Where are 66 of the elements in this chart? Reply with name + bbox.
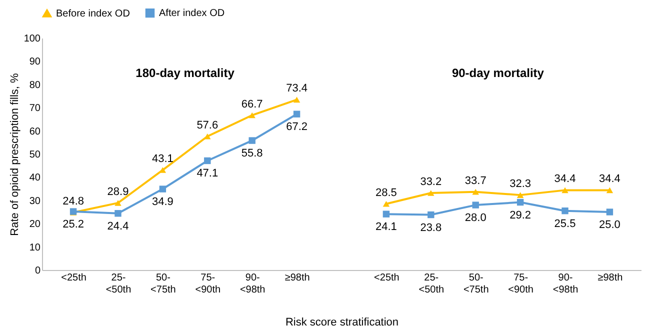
x-axis-title: Risk score stratification	[285, 316, 399, 328]
x-tick-label: <25th	[61, 272, 86, 284]
data-label: 28.9	[107, 186, 129, 198]
data-label: 33.2	[420, 176, 442, 188]
data-label: 43.1	[152, 153, 174, 166]
data-label: 23.8	[420, 222, 442, 234]
point	[428, 211, 434, 218]
annotation: 180-day mortality	[136, 66, 235, 80]
x-tick-label: 25-<50th	[418, 272, 444, 296]
data-label: 66.7	[241, 98, 263, 110]
point	[606, 208, 614, 216]
y-tick-label: 90	[29, 56, 41, 68]
y-tick-label: 100	[24, 34, 41, 44]
y-axis-title: Rate of opioid prescription fills, %	[8, 72, 21, 236]
point	[248, 137, 256, 144]
x-tick-label: 50-<75th	[463, 272, 489, 296]
y-tick-label: 30	[29, 196, 41, 207]
data-label: 25.5	[554, 218, 576, 230]
legend-label: After index OD	[159, 8, 225, 20]
point	[382, 210, 390, 218]
point	[562, 207, 568, 214]
x-tick-label: 50-<75th	[150, 272, 176, 296]
point	[293, 110, 300, 118]
x-tick-label: 90-<98th	[240, 272, 266, 296]
y-tick-label: 80	[29, 80, 41, 91]
x-tick-label: ≥98th	[598, 272, 623, 284]
legend-label: Before index OD	[56, 8, 130, 20]
point	[159, 186, 166, 192]
x-tick-label: <25th	[374, 272, 400, 284]
point	[204, 157, 211, 164]
point	[248, 112, 256, 118]
y-tick-label: 70	[29, 103, 41, 114]
data-label: 47.1	[196, 168, 218, 180]
data-label: 28.5	[375, 186, 397, 199]
data-label: 32.3	[510, 178, 532, 190]
data-label: 34.4	[554, 173, 576, 186]
x-tick-label: 25-<50th	[106, 272, 132, 296]
data-label: 57.6	[196, 119, 218, 132]
data-label: 73.4	[286, 82, 308, 95]
data-label: 33.7	[464, 174, 486, 187]
data-label: 24.4	[107, 220, 129, 232]
x-tick-label: ≥98th	[284, 272, 310, 284]
y-tick-label: 20	[29, 219, 41, 230]
point	[204, 133, 211, 140]
point	[114, 200, 122, 206]
data-label: 25.0	[599, 219, 620, 231]
data-label: 29.2	[510, 209, 532, 222]
data-label: 25.2	[62, 218, 84, 231]
data-label: 67.2	[286, 121, 308, 134]
annotation: 90-day mortality	[452, 66, 544, 80]
point	[114, 210, 122, 217]
data-label: 24.8	[62, 195, 84, 208]
data-label: 24.1	[375, 221, 397, 234]
x-tick-label: 75-<90th	[195, 272, 221, 296]
data-label: 28.0	[464, 212, 486, 224]
y-tick-label: 10	[29, 242, 41, 254]
x-tick-label: 75-<90th	[508, 272, 534, 296]
point	[293, 96, 300, 103]
x-tick-label: 90-<98th	[552, 272, 578, 296]
y-tick-label: 40	[29, 172, 41, 184]
data-label: 55.8	[241, 148, 263, 160]
y-tick-label: 50	[29, 150, 41, 160]
data-label: 34.4	[599, 173, 620, 186]
y-tick-label: 60	[29, 126, 41, 138]
y-tick-label: 0	[34, 266, 41, 276]
data-label: 34.9	[152, 196, 174, 208]
